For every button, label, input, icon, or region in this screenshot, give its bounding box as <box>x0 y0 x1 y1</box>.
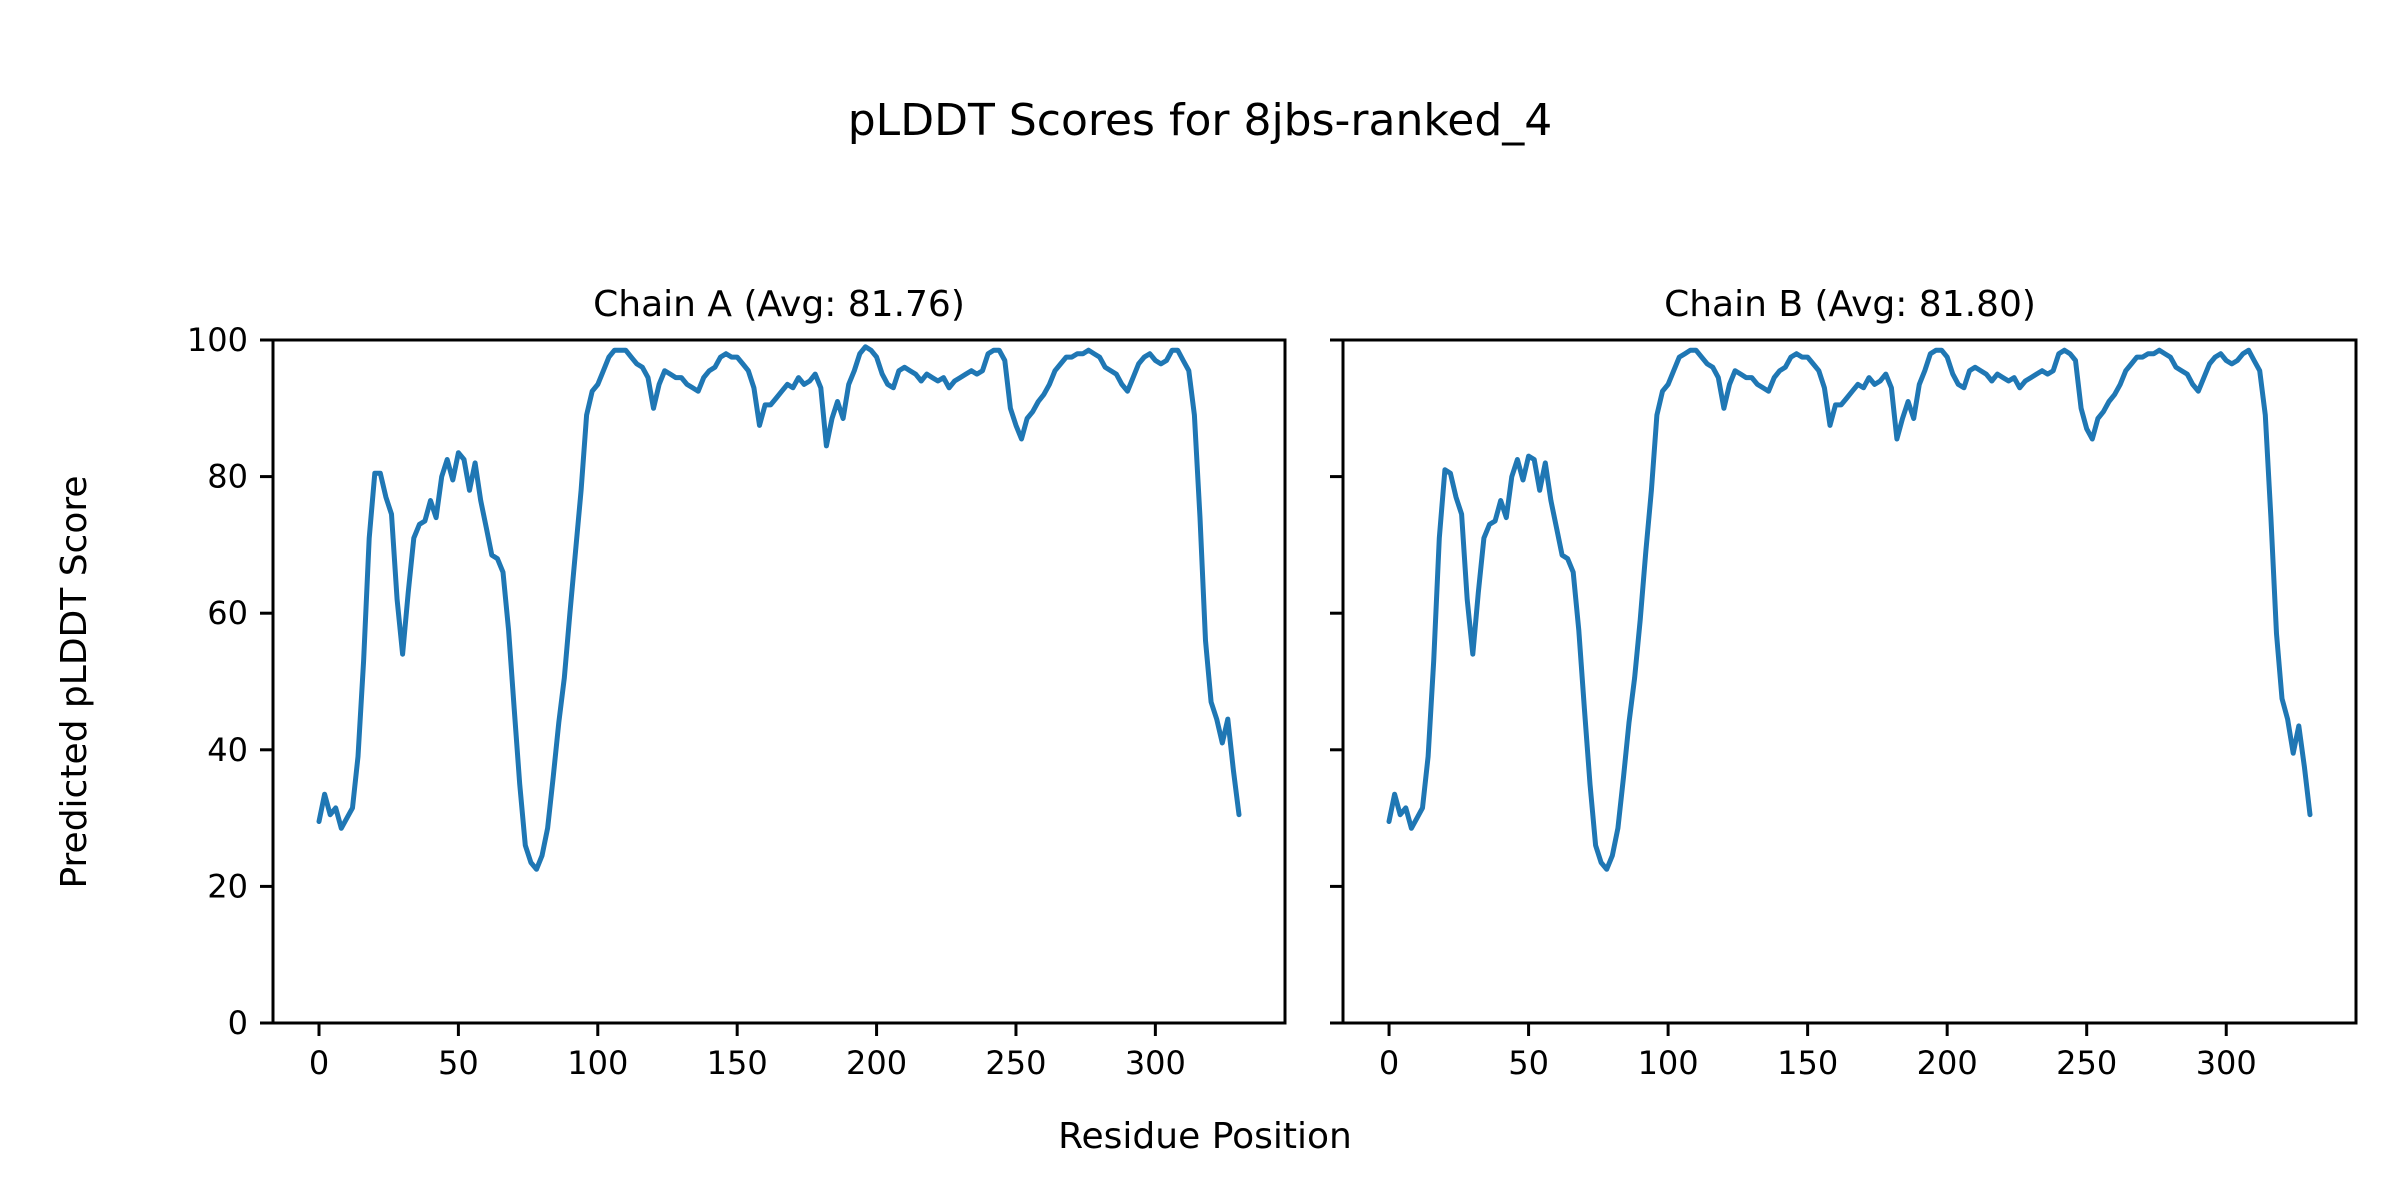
y-tick-label: 40 <box>207 731 248 769</box>
x-tick-label: 250 <box>985 1044 1046 1082</box>
x-tick-label: 50 <box>1508 1044 1549 1082</box>
axes-chain-a: 0 50 100 150 200 250 300 0 20 40 60 80 100 <box>187 321 1287 1082</box>
x-axis-label: Residue Position <box>1058 1116 1352 1157</box>
x-tick-label: 150 <box>707 1044 768 1082</box>
axes-frame-chain-b <box>1341 338 2358 1025</box>
x-tick-label: 50 <box>438 1044 479 1082</box>
y-tick-label: 20 <box>207 867 248 905</box>
x-tick-label: 100 <box>567 1044 628 1082</box>
y-tick-label: 0 <box>228 1004 248 1042</box>
y-tick-label: 60 <box>207 594 248 632</box>
x-tick-label: 300 <box>1125 1044 1186 1082</box>
x-tick-label: 200 <box>846 1044 907 1082</box>
figure-title: pLDDT Scores for 8jbs-ranked_4 <box>848 95 1553 146</box>
x-tick-label: 200 <box>1917 1044 1978 1082</box>
y-axis-label: Predicted pLDDT Score <box>54 475 95 888</box>
axes-frame-chain-a <box>271 338 1287 1025</box>
x-tick-label: 250 <box>2056 1044 2117 1082</box>
x-tick-label: 100 <box>1638 1044 1699 1082</box>
plddt-line-chain-a <box>316 344 1242 872</box>
x-tick-label: 300 <box>2196 1044 2257 1082</box>
axes-chain-b: 0 50 100 150 200 250 300 <box>1330 338 2358 1082</box>
y-tick-label: 100 <box>187 321 248 359</box>
subplot-title-chain-b: Chain B (Avg: 81.80) <box>1664 284 2036 325</box>
x-tick-label: 0 <box>1379 1044 1399 1082</box>
plddt-line-chain-b <box>1386 347 2313 872</box>
y-tick-label: 80 <box>207 458 248 496</box>
x-tick-label: 150 <box>1777 1044 1838 1082</box>
subplot-title-chain-a: Chain A (Avg: 81.76) <box>593 284 965 325</box>
x-tick-label: 0 <box>309 1044 329 1082</box>
